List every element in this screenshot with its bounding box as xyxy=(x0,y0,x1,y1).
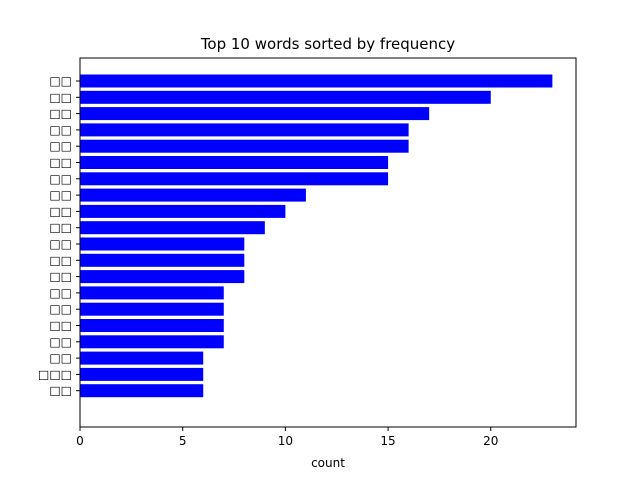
bar xyxy=(80,221,265,235)
bar xyxy=(80,188,306,202)
y-tick-label: □□ xyxy=(49,139,72,153)
bar xyxy=(80,335,224,349)
y-ticks-group: □□□□□□□□□□□□□□□□□□□□□□□□□□□□□□□□□□□□□□□□… xyxy=(38,74,80,398)
y-tick-label: □□ xyxy=(49,237,72,251)
bar xyxy=(80,123,409,137)
x-tick-label: 10 xyxy=(278,434,293,448)
y-tick-label: □□ xyxy=(49,204,72,218)
y-tick-label: □□ xyxy=(49,253,72,267)
bar xyxy=(80,107,430,121)
y-tick-label: □□ xyxy=(49,172,72,186)
bar xyxy=(80,90,491,104)
bar xyxy=(80,204,286,218)
bar xyxy=(80,270,245,284)
bars-group xyxy=(80,74,553,398)
y-tick-label: □□ xyxy=(49,221,72,235)
x-ticks-group: 0 5 10 15 20 xyxy=(76,427,498,448)
bar xyxy=(80,319,224,332)
y-tick-label: □□ xyxy=(49,384,72,398)
y-tick-label: □□ xyxy=(49,188,72,202)
y-tick-label: □□ xyxy=(49,270,72,284)
bar xyxy=(80,172,389,186)
bar xyxy=(80,286,224,300)
y-tick-label: □□□ xyxy=(38,367,72,381)
x-tick-label: 5 xyxy=(179,434,187,448)
y-tick-label: □□ xyxy=(49,351,72,365)
y-tick-label: □□ xyxy=(49,123,72,137)
bar xyxy=(80,253,245,267)
x-axis-label: count xyxy=(311,456,345,470)
bar xyxy=(80,74,553,88)
y-tick-label: □□ xyxy=(49,90,72,104)
y-tick-label: □□ xyxy=(49,74,72,88)
x-tick-label: 20 xyxy=(483,434,498,448)
y-tick-label: □□ xyxy=(49,302,72,316)
y-tick-label: □□ xyxy=(49,335,72,349)
chart-title: Top 10 words sorted by frequency xyxy=(200,35,455,53)
y-tick-label: □□ xyxy=(49,286,72,300)
bar xyxy=(80,156,389,169)
y-tick-label: □□ xyxy=(49,107,72,121)
x-tick-label: 0 xyxy=(76,434,84,448)
bar xyxy=(80,237,245,251)
bar xyxy=(80,351,204,365)
bar xyxy=(80,367,204,381)
x-tick-label: 15 xyxy=(380,434,395,448)
bar xyxy=(80,139,409,153)
bar xyxy=(80,302,224,316)
plot-frame xyxy=(79,57,577,428)
y-tick-label: □□ xyxy=(49,156,72,170)
bar xyxy=(80,384,204,398)
y-tick-label: □□ xyxy=(49,319,72,333)
